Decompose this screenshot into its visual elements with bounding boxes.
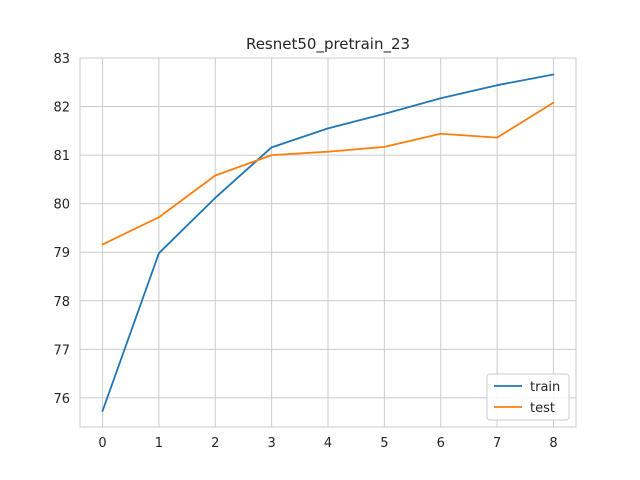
y-tick-label: 81 (53, 149, 70, 164)
series-lines (101, 73, 555, 412)
x-tick-label: 4 (324, 436, 332, 451)
x-tick-label: 2 (211, 436, 219, 451)
y-tick-label: 77 (53, 343, 70, 358)
legend-label-test: test (530, 401, 555, 416)
x-tick-label: 3 (267, 436, 275, 451)
legend-label-train: train (530, 380, 560, 395)
chart-title: Resnet50_pretrain_23 (246, 35, 410, 54)
legend: train test (486, 373, 570, 421)
y-tick-label: 83 (53, 52, 70, 67)
y-tick-label: 79 (53, 246, 70, 261)
x-tick-label: 0 (98, 436, 106, 451)
y-tick-label: 76 (53, 392, 70, 407)
series-line-test (101, 101, 555, 246)
x-tick-label: 7 (493, 436, 501, 451)
x-axis-ticks: 0 1 2 3 4 5 6 7 8 (98, 436, 557, 451)
series-line-train (101, 73, 555, 412)
x-tick-label: 8 (549, 436, 557, 451)
y-tick-label: 80 (53, 198, 70, 213)
y-tick-label: 82 (53, 101, 70, 116)
x-tick-label: 5 (380, 436, 388, 451)
x-tick-label: 1 (155, 436, 163, 451)
y-axis-ticks: 76 77 78 79 80 81 82 83 (53, 52, 70, 407)
y-tick-label: 78 (53, 295, 70, 310)
x-tick-label: 6 (437, 436, 445, 451)
grid-lines (80, 57, 576, 427)
